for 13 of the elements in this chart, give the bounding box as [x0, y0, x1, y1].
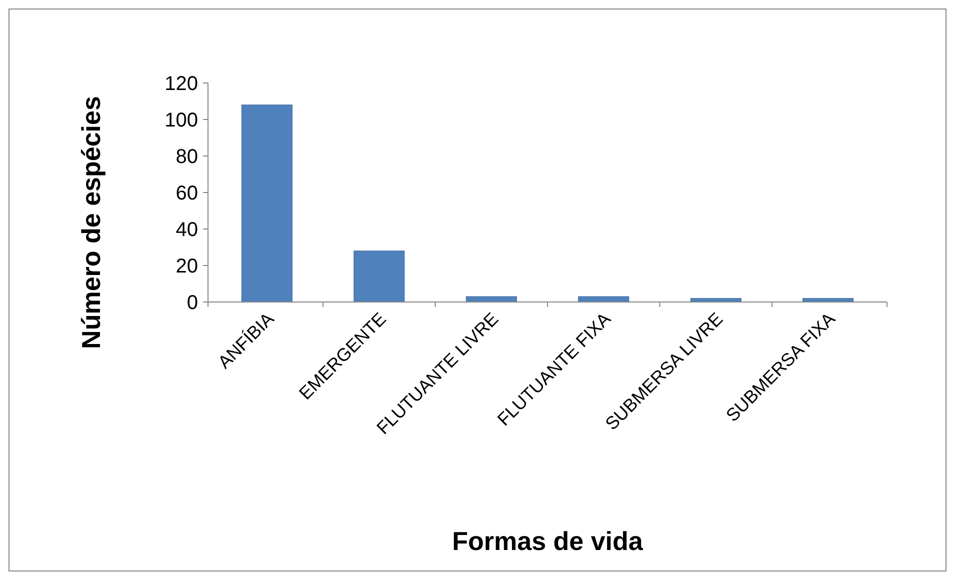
y-axis-title: Número de espécies — [76, 96, 106, 349]
x-axis-title: Formas de vida — [452, 526, 644, 556]
y-tick-label: 40 — [176, 219, 198, 241]
y-tick-label: 80 — [176, 146, 198, 168]
y-tick-label: 100 — [164, 110, 198, 132]
bar — [578, 296, 630, 302]
bar — [466, 296, 517, 302]
bar — [354, 250, 405, 302]
y-tick-label: 60 — [176, 182, 198, 204]
y-tick-label: 120 — [164, 73, 198, 95]
bar — [241, 104, 292, 302]
y-tick-label: 20 — [176, 256, 198, 278]
y-tick-label: 0 — [186, 292, 198, 314]
